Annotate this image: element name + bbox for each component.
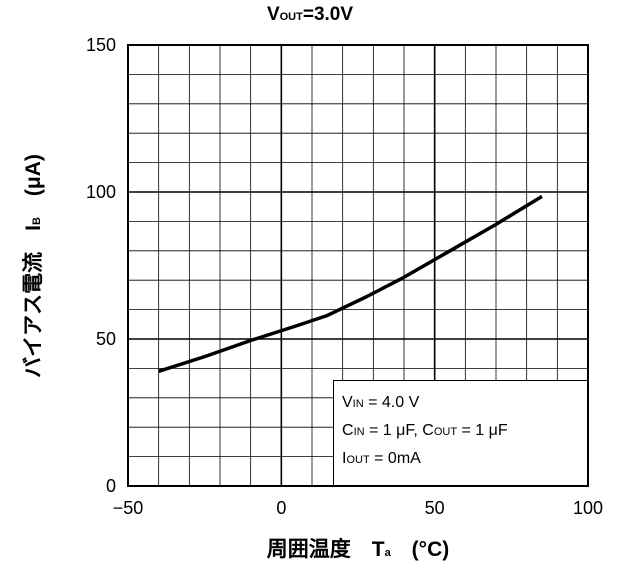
condition-capacitors: CIN = 1 μF, COUT = 1 μF [342,422,508,439]
y-axis-label: バイアス電流 IB (μA) [22,154,45,378]
x-axis-label: 周囲温度 Ta (°C) [266,538,450,561]
x-tick-label: 100 [573,498,603,518]
y-tick-label: 100 [86,182,116,202]
series-group [158,194,543,374]
conditions-box: VIN = 4.0 V CIN = 1 μF, COUT = 1 μF IOUT… [333,380,588,486]
condition-vin: VIN = 4.0 V [342,394,420,411]
series-line [158,194,543,374]
chart-title: VOUT=3.0V [266,4,354,25]
x-tick-label: 50 [425,498,445,518]
y-tick-label: 50 [96,329,116,349]
x-tick-label: −50 [113,498,144,518]
x-tick-labels: −50 0 50 100 [113,498,603,518]
plot-frame [127,44,589,487]
y-tick-labels: 0 50 100 150 [86,35,116,496]
y-tick-label: 150 [86,35,116,55]
condition-iout: IOUT = 0mA [342,450,421,467]
x-tick-label: 0 [276,498,286,518]
y-tick-label: 0 [106,476,116,496]
